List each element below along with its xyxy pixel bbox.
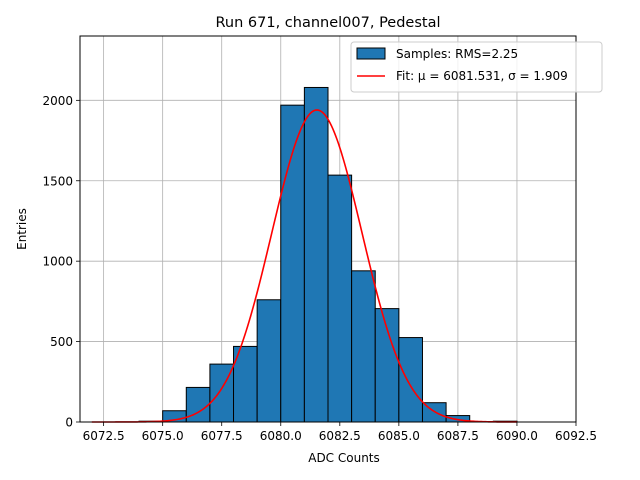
legend-histogram-swatch bbox=[356, 47, 386, 60]
y-axis-label: Entries bbox=[15, 208, 29, 250]
x-tick-label: 6072.5 bbox=[83, 429, 125, 443]
y-tick-label: 500 bbox=[50, 335, 73, 349]
x-axis-label: ADC Counts bbox=[308, 451, 380, 465]
y-tick-label: 2000 bbox=[42, 94, 73, 108]
y-tick-label: 1000 bbox=[42, 255, 73, 269]
legend: Samples: RMS=2.25 Fit: μ = 6081.531, σ =… bbox=[350, 41, 603, 93]
x-tick-label: 6090.0 bbox=[496, 429, 538, 443]
x-tick-label: 6080.0 bbox=[260, 429, 302, 443]
fit-curve bbox=[91, 109, 517, 423]
fit-curve-group bbox=[91, 109, 517, 423]
chart-title: Run 671, channel007, Pedestal bbox=[215, 15, 440, 31]
plot-frame bbox=[79, 35, 577, 423]
y-axis-ticks: 0 500 1000 1500 2000 bbox=[42, 94, 80, 430]
histogram-bar bbox=[327, 174, 353, 423]
histogram-bar bbox=[351, 270, 376, 423]
histogram-bar bbox=[374, 308, 400, 423]
x-tick-label: 6085.0 bbox=[378, 429, 420, 443]
x-axis-ticks: 6072.5 6075.0 6077.5 6080.0 6082.5 6085.0 6087… bbox=[83, 422, 597, 443]
histogram-bar bbox=[256, 299, 282, 423]
x-tick-label: 6075.0 bbox=[142, 429, 184, 443]
y-tick-label: 0 bbox=[65, 416, 73, 430]
legend-histogram-label: Samples: RMS=2.25 bbox=[396, 47, 518, 61]
legend-fit-label: Fit: μ = 6081.531, σ = 1.909 bbox=[396, 69, 568, 83]
histogram-bar bbox=[398, 337, 423, 423]
y-tick-label: 1500 bbox=[42, 174, 73, 188]
x-tick-label: 6077.5 bbox=[201, 429, 243, 443]
histogram-bars bbox=[138, 86, 518, 423]
x-tick-label: 6082.5 bbox=[319, 429, 361, 443]
legend-box bbox=[350, 41, 603, 93]
x-tick-label: 6092.5 bbox=[555, 429, 597, 443]
x-tick-label: 6087.5 bbox=[437, 429, 479, 443]
histogram-bar bbox=[303, 86, 329, 423]
